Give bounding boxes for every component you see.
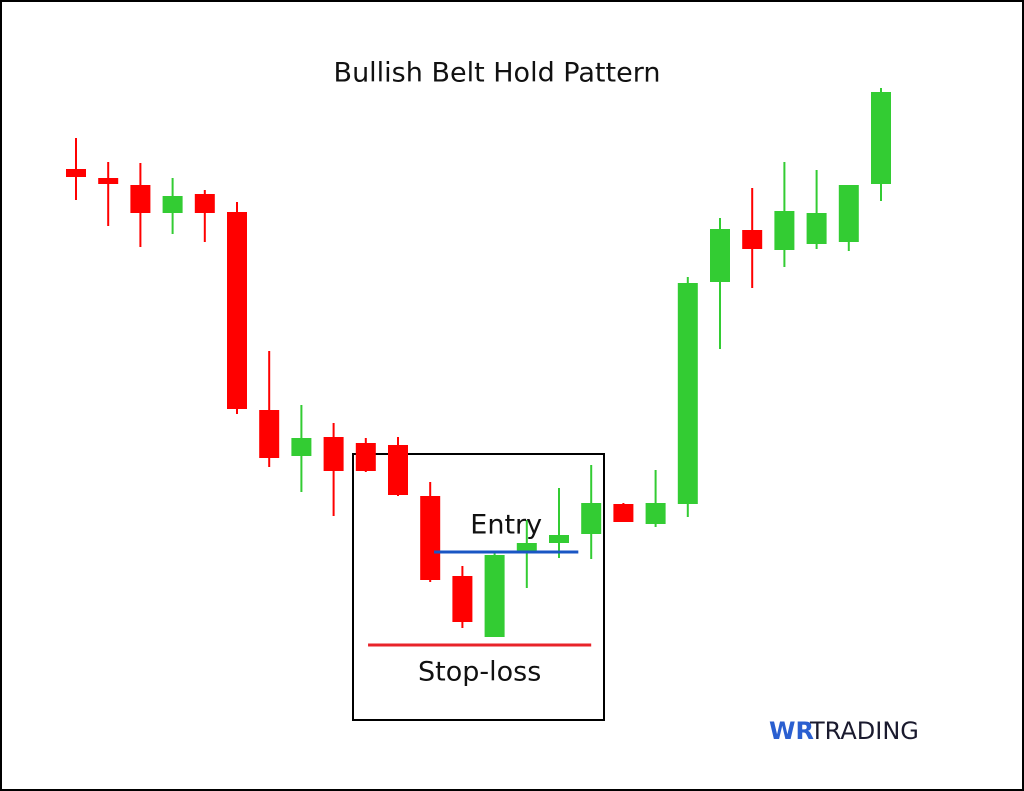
pattern-box [352,453,605,721]
candle-body [774,211,795,250]
candle-body [162,196,183,213]
brand-name: TRADING [809,717,919,745]
candle-body [677,283,698,504]
candle-body [742,230,763,249]
candle-body [516,543,537,551]
candle-body [98,178,119,184]
candle-body [581,503,602,534]
candle-body [194,194,215,213]
candle-body [355,443,376,471]
candle-body [452,576,473,622]
candle-body [130,185,151,213]
candle-body [323,437,344,471]
brand-prefix: WR [769,717,814,745]
candle-body [806,213,827,244]
candle-body [613,504,634,522]
level-label: Entry [470,510,542,541]
candle-body [645,503,666,524]
chart-title: Bullish Belt Hold Pattern [334,58,661,89]
candle-body [838,185,859,242]
candle-body [420,496,441,580]
candle-body [227,212,247,409]
candle-body [549,535,569,543]
candle-body [66,169,86,177]
level-label: Stop-loss [418,657,541,688]
candle-body [291,438,312,456]
candle-body [388,445,408,495]
candle-body [871,92,891,184]
candle-body [484,555,505,637]
candle-body [710,229,730,282]
candle-body [259,410,280,458]
